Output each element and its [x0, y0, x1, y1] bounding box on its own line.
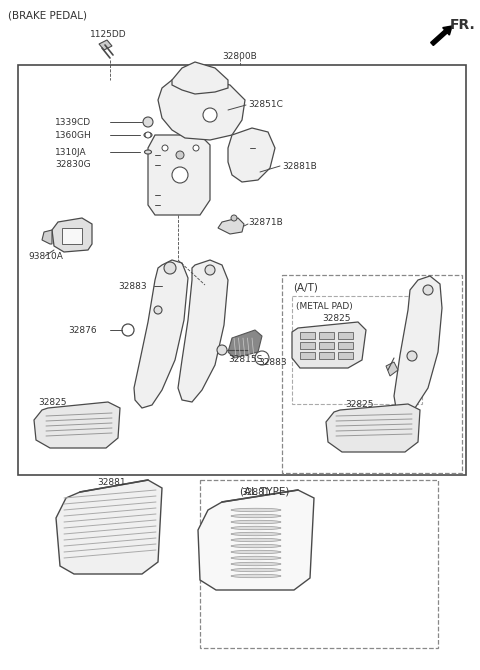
Bar: [292, 296, 422, 404]
Text: (A/T): (A/T): [293, 282, 318, 292]
Text: FR.: FR.: [450, 18, 476, 32]
Bar: [300, 352, 315, 359]
Text: (AL TYPE): (AL TYPE): [240, 487, 289, 497]
Text: 32883: 32883: [258, 358, 287, 367]
Circle shape: [205, 265, 215, 275]
Ellipse shape: [231, 568, 281, 572]
Polygon shape: [394, 276, 442, 414]
Polygon shape: [228, 128, 275, 182]
Text: 1339CD: 1339CD: [55, 118, 91, 127]
Text: (BRAKE PEDAL): (BRAKE PEDAL): [8, 10, 87, 20]
Bar: [300, 332, 315, 339]
Circle shape: [255, 351, 269, 365]
Bar: [338, 342, 353, 349]
Bar: [62, 228, 82, 244]
Polygon shape: [34, 402, 120, 448]
Text: 32871B: 32871B: [248, 218, 283, 227]
Polygon shape: [56, 480, 162, 574]
Ellipse shape: [231, 509, 281, 512]
Ellipse shape: [231, 538, 281, 542]
Text: 32825: 32825: [38, 398, 67, 407]
FancyArrow shape: [431, 26, 452, 46]
Text: 32876: 32876: [68, 326, 96, 335]
Circle shape: [407, 351, 417, 361]
Polygon shape: [228, 330, 262, 358]
Polygon shape: [292, 322, 366, 368]
Ellipse shape: [231, 532, 281, 536]
Bar: [300, 342, 315, 349]
Ellipse shape: [231, 515, 281, 518]
Circle shape: [145, 132, 151, 138]
Bar: [338, 332, 353, 339]
Circle shape: [122, 324, 134, 336]
Text: 32851C: 32851C: [248, 100, 283, 109]
Circle shape: [176, 151, 184, 159]
Polygon shape: [178, 260, 228, 402]
Ellipse shape: [231, 562, 281, 565]
Bar: [319, 342, 334, 349]
Ellipse shape: [144, 150, 152, 154]
Bar: [319, 352, 334, 359]
Text: 32883: 32883: [118, 282, 146, 291]
Polygon shape: [218, 218, 244, 234]
Text: 32881: 32881: [98, 478, 126, 487]
Polygon shape: [134, 260, 188, 408]
Text: 32830G: 32830G: [55, 160, 91, 169]
Polygon shape: [42, 230, 52, 244]
Text: 32825: 32825: [322, 314, 350, 323]
Bar: [319, 332, 334, 339]
Ellipse shape: [231, 574, 281, 578]
Text: 32800B: 32800B: [223, 52, 257, 61]
Bar: [338, 352, 353, 359]
Circle shape: [164, 262, 176, 274]
Circle shape: [423, 285, 433, 295]
Text: 1360GH: 1360GH: [55, 131, 92, 140]
Circle shape: [231, 215, 237, 221]
Polygon shape: [99, 40, 112, 50]
Text: 1125DD: 1125DD: [90, 30, 126, 39]
Ellipse shape: [231, 544, 281, 548]
Polygon shape: [158, 75, 245, 140]
Text: 32815S: 32815S: [228, 355, 263, 364]
Text: 32825: 32825: [345, 400, 373, 409]
Polygon shape: [52, 218, 92, 252]
Polygon shape: [198, 490, 314, 590]
Ellipse shape: [144, 133, 152, 137]
Bar: [200, 480, 438, 648]
Circle shape: [193, 145, 199, 151]
Polygon shape: [386, 362, 398, 376]
Circle shape: [172, 167, 188, 183]
Text: 1310JA: 1310JA: [55, 148, 86, 157]
Circle shape: [143, 117, 153, 127]
Text: 32881B: 32881B: [282, 162, 317, 171]
Circle shape: [154, 306, 162, 314]
Circle shape: [217, 345, 227, 355]
Polygon shape: [326, 404, 420, 452]
Circle shape: [162, 145, 168, 151]
Polygon shape: [172, 62, 228, 94]
Bar: [282, 275, 462, 473]
Text: 93810A: 93810A: [28, 252, 63, 261]
Circle shape: [203, 108, 217, 122]
Polygon shape: [148, 135, 210, 215]
Text: (METAL PAD): (METAL PAD): [296, 302, 353, 311]
Bar: [18, 65, 466, 475]
Ellipse shape: [231, 550, 281, 553]
Ellipse shape: [231, 556, 281, 559]
Ellipse shape: [231, 520, 281, 524]
Ellipse shape: [231, 526, 281, 530]
Text: 32881: 32881: [242, 488, 270, 497]
